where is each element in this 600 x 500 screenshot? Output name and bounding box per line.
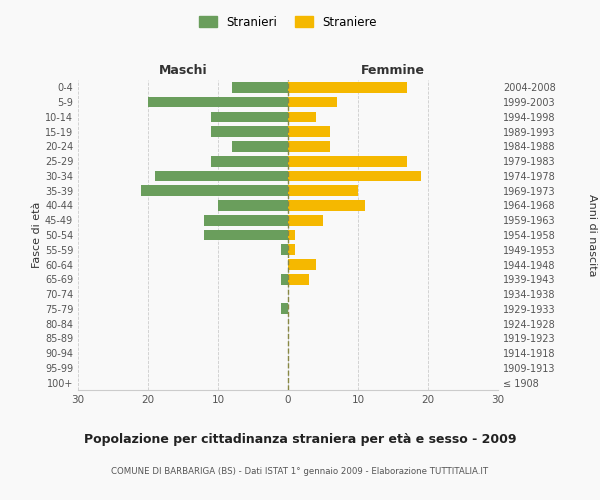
Bar	[288, 97, 337, 108]
Bar	[155, 170, 288, 181]
Text: Femmine: Femmine	[361, 64, 425, 78]
Bar	[281, 304, 288, 314]
Bar	[288, 244, 295, 255]
Bar	[211, 112, 288, 122]
Bar	[288, 200, 365, 211]
Bar	[211, 156, 288, 166]
Bar	[148, 97, 288, 108]
Bar	[232, 82, 288, 92]
Bar	[288, 141, 330, 152]
Bar	[288, 112, 316, 122]
Bar	[204, 215, 288, 226]
Bar	[288, 170, 421, 181]
Bar	[218, 200, 288, 211]
Bar	[288, 230, 295, 240]
Y-axis label: Fasce di età: Fasce di età	[32, 202, 42, 268]
Text: COMUNE DI BARBARIGA (BS) - Dati ISTAT 1° gennaio 2009 - Elaborazione TUTTITALIA.: COMUNE DI BARBARIGA (BS) - Dati ISTAT 1°…	[112, 468, 488, 476]
Bar	[204, 230, 288, 240]
Bar	[288, 186, 358, 196]
Text: Anni di nascita: Anni di nascita	[587, 194, 597, 276]
Text: Maschi: Maschi	[158, 64, 208, 78]
Legend: Stranieri, Straniere: Stranieri, Straniere	[194, 11, 382, 34]
Bar	[288, 274, 309, 284]
Bar	[281, 274, 288, 284]
Bar	[141, 186, 288, 196]
Bar	[288, 156, 407, 166]
Bar	[281, 244, 288, 255]
Bar	[288, 259, 316, 270]
Bar	[288, 82, 407, 92]
Bar	[232, 141, 288, 152]
Bar	[288, 126, 330, 137]
Bar	[211, 126, 288, 137]
Text: Popolazione per cittadinanza straniera per età e sesso - 2009: Popolazione per cittadinanza straniera p…	[84, 432, 516, 446]
Bar	[288, 215, 323, 226]
